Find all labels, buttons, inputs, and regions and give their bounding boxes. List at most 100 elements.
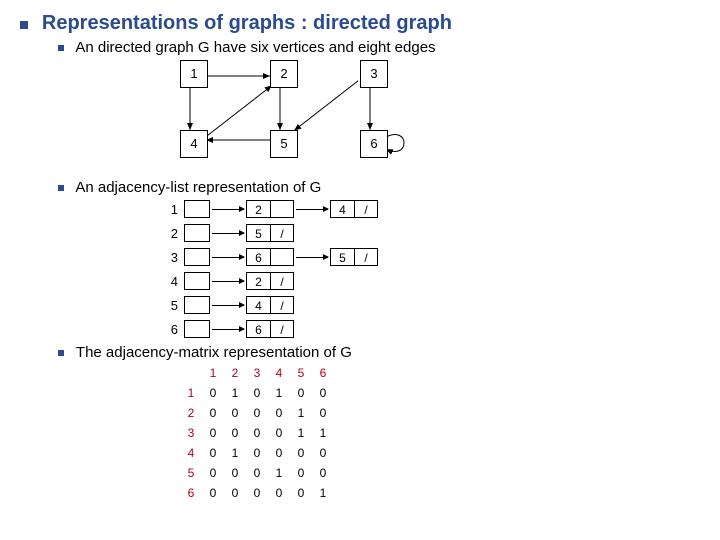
adjlist-value: 5 <box>330 248 354 266</box>
matrix-cell: 0 <box>202 383 224 403</box>
matrix-cell: 0 <box>312 383 334 403</box>
graph-edges <box>170 60 430 175</box>
matrix-cell: 1 <box>290 403 312 423</box>
matrix-cell: 0 <box>224 483 246 503</box>
page-title: Representations of graphs : directed gra… <box>42 12 452 34</box>
graph-node: 6 <box>360 130 388 158</box>
adjlist-node: 2 <box>246 200 294 218</box>
graph-node: 3 <box>360 60 388 88</box>
matrix-col-header: 6 <box>312 363 334 383</box>
arrow-icon <box>296 209 328 210</box>
sub3-row: The adjacency-matrix representation of G <box>58 344 700 361</box>
adjlist-next: / <box>270 272 294 290</box>
matrix-cell: 0 <box>268 443 290 463</box>
matrix-cell: 0 <box>312 463 334 483</box>
adjlist-head: 1 <box>160 202 178 217</box>
adjlist-row: 2 5/ <box>160 222 700 244</box>
adjlist-value: 4 <box>330 200 354 218</box>
adjlist-headptr <box>184 248 210 266</box>
bullet-icon <box>58 350 64 356</box>
matrix-cell: 0 <box>312 443 334 463</box>
matrix-cell: 0 <box>202 423 224 443</box>
matrix-cell: 0 <box>246 383 268 403</box>
adjlist-head: 6 <box>160 322 178 337</box>
matrix-cell: 0 <box>246 483 268 503</box>
adjlist-node: 4/ <box>246 296 294 314</box>
adjlist-headptr <box>184 320 210 338</box>
matrix-col-header: 2 <box>224 363 246 383</box>
matrix-col-header: 3 <box>246 363 268 383</box>
adjlist-node: 2/ <box>246 272 294 290</box>
bullet-icon <box>58 45 64 51</box>
matrix-row-header: 3 <box>180 423 202 443</box>
arrow-icon <box>212 281 244 282</box>
sub3-text: The adjacency-matrix representation of G <box>76 344 352 361</box>
graph-edge <box>208 85 272 135</box>
bullet-icon <box>20 21 28 29</box>
matrix-cell: 1 <box>312 423 334 443</box>
matrix-cell: 0 <box>290 463 312 483</box>
matrix-col-header: 1 <box>202 363 224 383</box>
adjlist-node: 4/ <box>330 200 378 218</box>
matrix-row-header: 5 <box>180 463 202 483</box>
graph-node: 1 <box>180 60 208 88</box>
matrix-cell: 0 <box>202 483 224 503</box>
graph-node: 2 <box>270 60 298 88</box>
adjlist-row: 3 6 5/ <box>160 246 700 268</box>
adjlist-value: 6 <box>246 320 270 338</box>
matrix-cell: 0 <box>224 403 246 423</box>
matrix-row-header: 2 <box>180 403 202 423</box>
adjlist-node: 6/ <box>246 320 294 338</box>
matrix-cell: 0 <box>224 463 246 483</box>
matrix-cell: 0 <box>312 403 334 423</box>
matrix-cell: 0 <box>246 423 268 443</box>
adjlist-next: / <box>270 320 294 338</box>
matrix-cell: 0 <box>224 423 246 443</box>
adjlist-headptr <box>184 272 210 290</box>
matrix-cell: 1 <box>290 423 312 443</box>
arrow-icon <box>212 329 244 330</box>
arrow-icon <box>212 209 244 210</box>
matrix-col-header: 5 <box>290 363 312 383</box>
arrow-icon <box>212 305 244 306</box>
matrix-cell: 0 <box>202 443 224 463</box>
matrix-cell: 0 <box>202 463 224 483</box>
matrix-row-header: 6 <box>180 483 202 503</box>
title-row: Representations of graphs : directed gra… <box>20 12 700 35</box>
adjlist-next <box>270 248 294 266</box>
adjlist-value: 2 <box>246 272 270 290</box>
arrow-icon <box>296 257 328 258</box>
matrix-cell: 1 <box>312 483 334 503</box>
adjlist-node: 5/ <box>330 248 378 266</box>
adjlist-headptr <box>184 224 210 242</box>
matrix-cell: 0 <box>290 483 312 503</box>
adjlist-head: 3 <box>160 250 178 265</box>
adjlist-head: 2 <box>160 226 178 241</box>
adjlist-headptr <box>184 200 210 218</box>
adjlist-next: / <box>270 296 294 314</box>
adjlist-row: 1 2 4/ <box>160 198 700 220</box>
adjlist-next <box>270 200 294 218</box>
graph-edge <box>386 135 404 152</box>
adjlist-value: 6 <box>246 248 270 266</box>
matrix-row-header: 1 <box>180 383 202 403</box>
matrix-cell: 0 <box>246 403 268 423</box>
adjlist-node: 5/ <box>246 224 294 242</box>
adjlist-next: / <box>354 200 378 218</box>
adjlist-value: 4 <box>246 296 270 314</box>
adjlist-next: / <box>354 248 378 266</box>
matrix-col-header: 4 <box>268 363 290 383</box>
matrix-cell: 0 <box>246 463 268 483</box>
sub2-row: An adjacency-list representation of G <box>58 179 700 196</box>
graph-node: 5 <box>270 130 298 158</box>
adjlist-value: 5 <box>246 224 270 242</box>
matrix-cell: 0 <box>246 443 268 463</box>
adjlist-value: 2 <box>246 200 270 218</box>
adjlist-headptr <box>184 296 210 314</box>
directed-graph: 123456 <box>170 60 430 175</box>
arrow-icon <box>212 257 244 258</box>
adjlist-row: 54/ <box>160 294 700 316</box>
matrix-cell: 1 <box>268 383 290 403</box>
adjlist-node: 6 <box>246 248 294 266</box>
adjlist-head: 4 <box>160 274 178 289</box>
